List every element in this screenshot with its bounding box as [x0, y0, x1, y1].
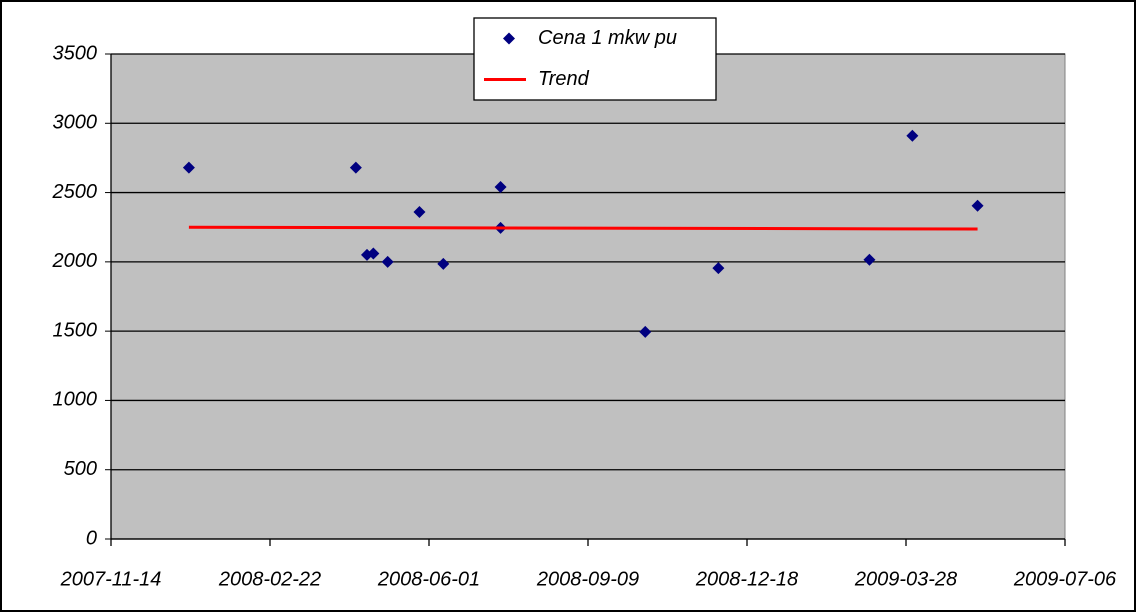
scatter-point: [971, 199, 984, 212]
x-tick-label: 2007-11-14: [60, 568, 162, 590]
trend-line: [188, 225, 978, 231]
y-tick-label: 3000: [53, 112, 98, 134]
x-tick-label: 2008-02-22: [218, 568, 321, 590]
scatter-point: [381, 255, 394, 268]
y-tick-label: 0: [86, 527, 97, 549]
x-tick-label: 2008-06-01: [377, 568, 480, 590]
scatter-point: [367, 247, 380, 260]
y-tick-label: 3500: [53, 42, 98, 64]
scatter-point: [437, 257, 450, 270]
y-tick-label: 2000: [52, 250, 98, 272]
scatter-point: [182, 161, 195, 174]
legend-label: Cena 1 mkw pu: [538, 27, 677, 49]
scatter-point: [494, 181, 507, 194]
scatter-point: [639, 325, 652, 338]
x-tick-label: 2008-12-18: [695, 568, 798, 590]
scatter-point: [906, 129, 919, 142]
y-tick-label: 1500: [53, 319, 98, 341]
scatter-point: [413, 205, 426, 218]
y-tick-label: 500: [64, 458, 97, 480]
scatter-point: [349, 161, 362, 174]
x-tick-label: 2009-07-06: [1013, 568, 1117, 590]
y-tick-label: 2500: [52, 181, 98, 203]
x-tick-label: 2008-09-09: [536, 568, 639, 590]
scatter-point: [712, 262, 725, 275]
x-tick-label: 2009-03-28: [854, 568, 957, 590]
plot-area: [110, 53, 1066, 540]
legend-label: Trend: [538, 68, 590, 90]
legend-box: [473, 17, 717, 101]
y-tick-label: 1000: [53, 389, 98, 411]
legend-swatch: [503, 32, 515, 45]
scatter-point: [863, 253, 876, 266]
